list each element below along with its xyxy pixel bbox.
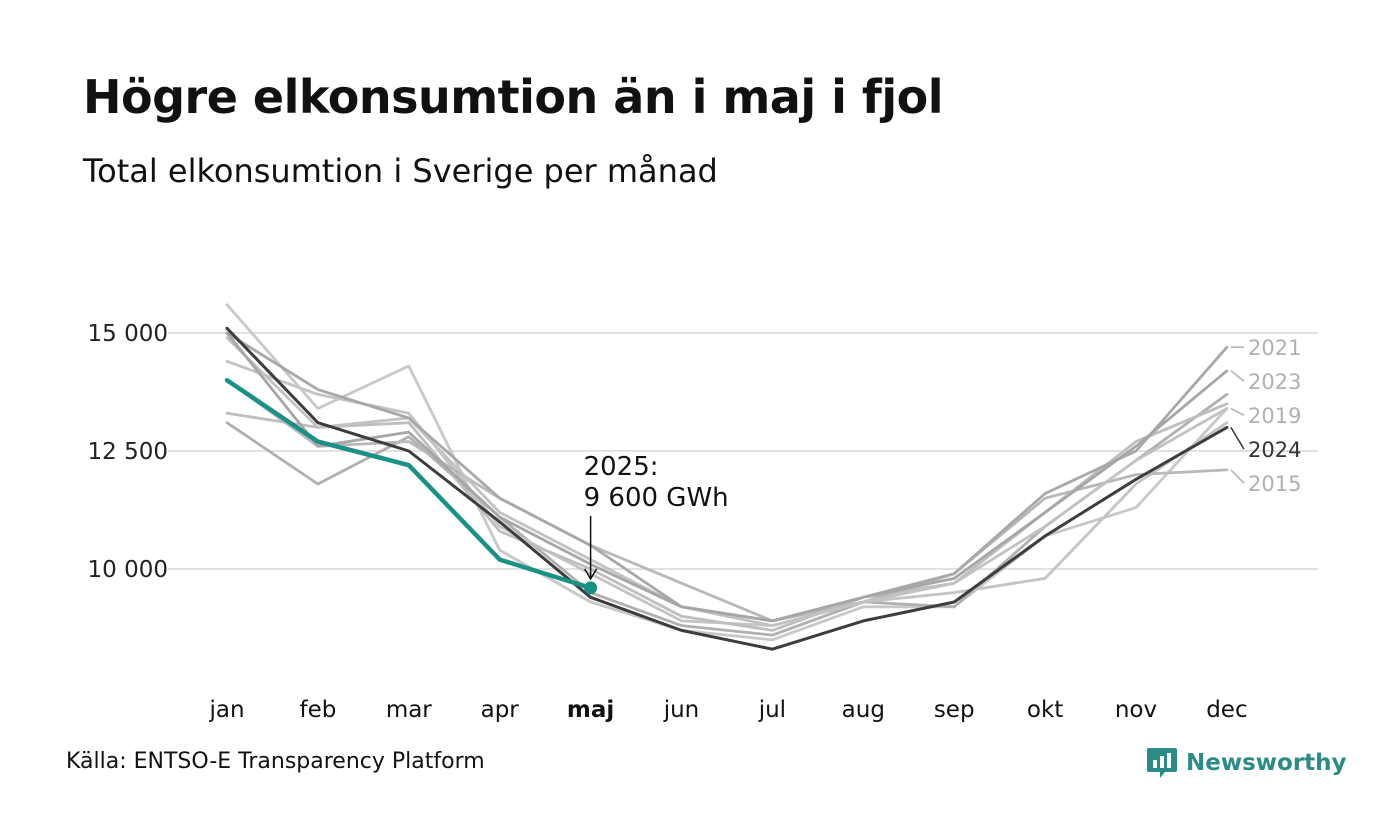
chart-title: Högre elkonsumtion än i maj i fjol [83, 70, 944, 124]
highlight-end-point [584, 581, 598, 595]
y-axis-labels: 10 000 12 500 15 000 [88, 321, 168, 583]
brand-logo: Newsworthy [1146, 743, 1347, 783]
series-line [225, 336, 1229, 627]
x-tick-label: jul [758, 697, 786, 723]
annotation-label-value: 9 600 GWh [584, 483, 729, 513]
newsworthy-logo-icon [1147, 748, 1177, 778]
series-end-label: 2024 [1248, 438, 1301, 462]
series-end-label: 2019 [1248, 404, 1301, 428]
brand-name: Newsworthy [1186, 750, 1347, 776]
series-label-connector [1230, 370, 1245, 382]
y-tick-label: 10 000 [88, 557, 168, 583]
series-end-label: 2023 [1248, 370, 1301, 394]
series-labels: 2021 2023 2019 2024 2015 [1230, 336, 1301, 496]
series-label-connector [1230, 469, 1245, 484]
series-line [224, 377, 593, 591]
series-end-label: 2021 [1248, 336, 1301, 360]
x-tick-label: sep [934, 697, 975, 723]
annotation-arrow-head [583, 568, 598, 581]
series-line [225, 331, 1229, 623]
series-label-connector [1230, 427, 1245, 450]
grid-layer [168, 332, 1318, 570]
x-axis-labels: jan feb mar apr maj jun jul aug sep okt nov dec [208, 697, 1247, 723]
series-line [225, 303, 1229, 642]
series-line [225, 331, 1229, 623]
chart-subtitle: Total elkonsumtion i Sverige per månad [83, 152, 718, 190]
x-tick-label: okt [1027, 697, 1063, 723]
x-tick-label: nov [1115, 697, 1157, 723]
series-line [225, 326, 1229, 651]
x-tick-label: feb [299, 697, 336, 723]
series-lines [224, 303, 1229, 651]
series-line [225, 378, 1229, 623]
series-label-connector [1230, 407, 1245, 416]
y-tick-label: 12 500 [88, 439, 168, 465]
x-tick-label: apr [481, 697, 520, 723]
annotation-label-year: 2025: [584, 452, 659, 482]
x-tick-label: jun [663, 697, 700, 723]
x-tick-label: dec [1206, 697, 1247, 723]
x-tick-label: aug [842, 697, 885, 723]
annotation: 2025:9 600 GWh [583, 452, 729, 581]
y-tick-label: 15 000 [88, 321, 168, 347]
source-note: Källa: ENTSO-E Transparency Platform [66, 749, 485, 774]
x-tick-label: mar [386, 697, 432, 723]
x-tick-label: maj [567, 697, 614, 723]
x-tick-label: jan [208, 697, 244, 723]
series-end-label: 2015 [1248, 472, 1301, 496]
